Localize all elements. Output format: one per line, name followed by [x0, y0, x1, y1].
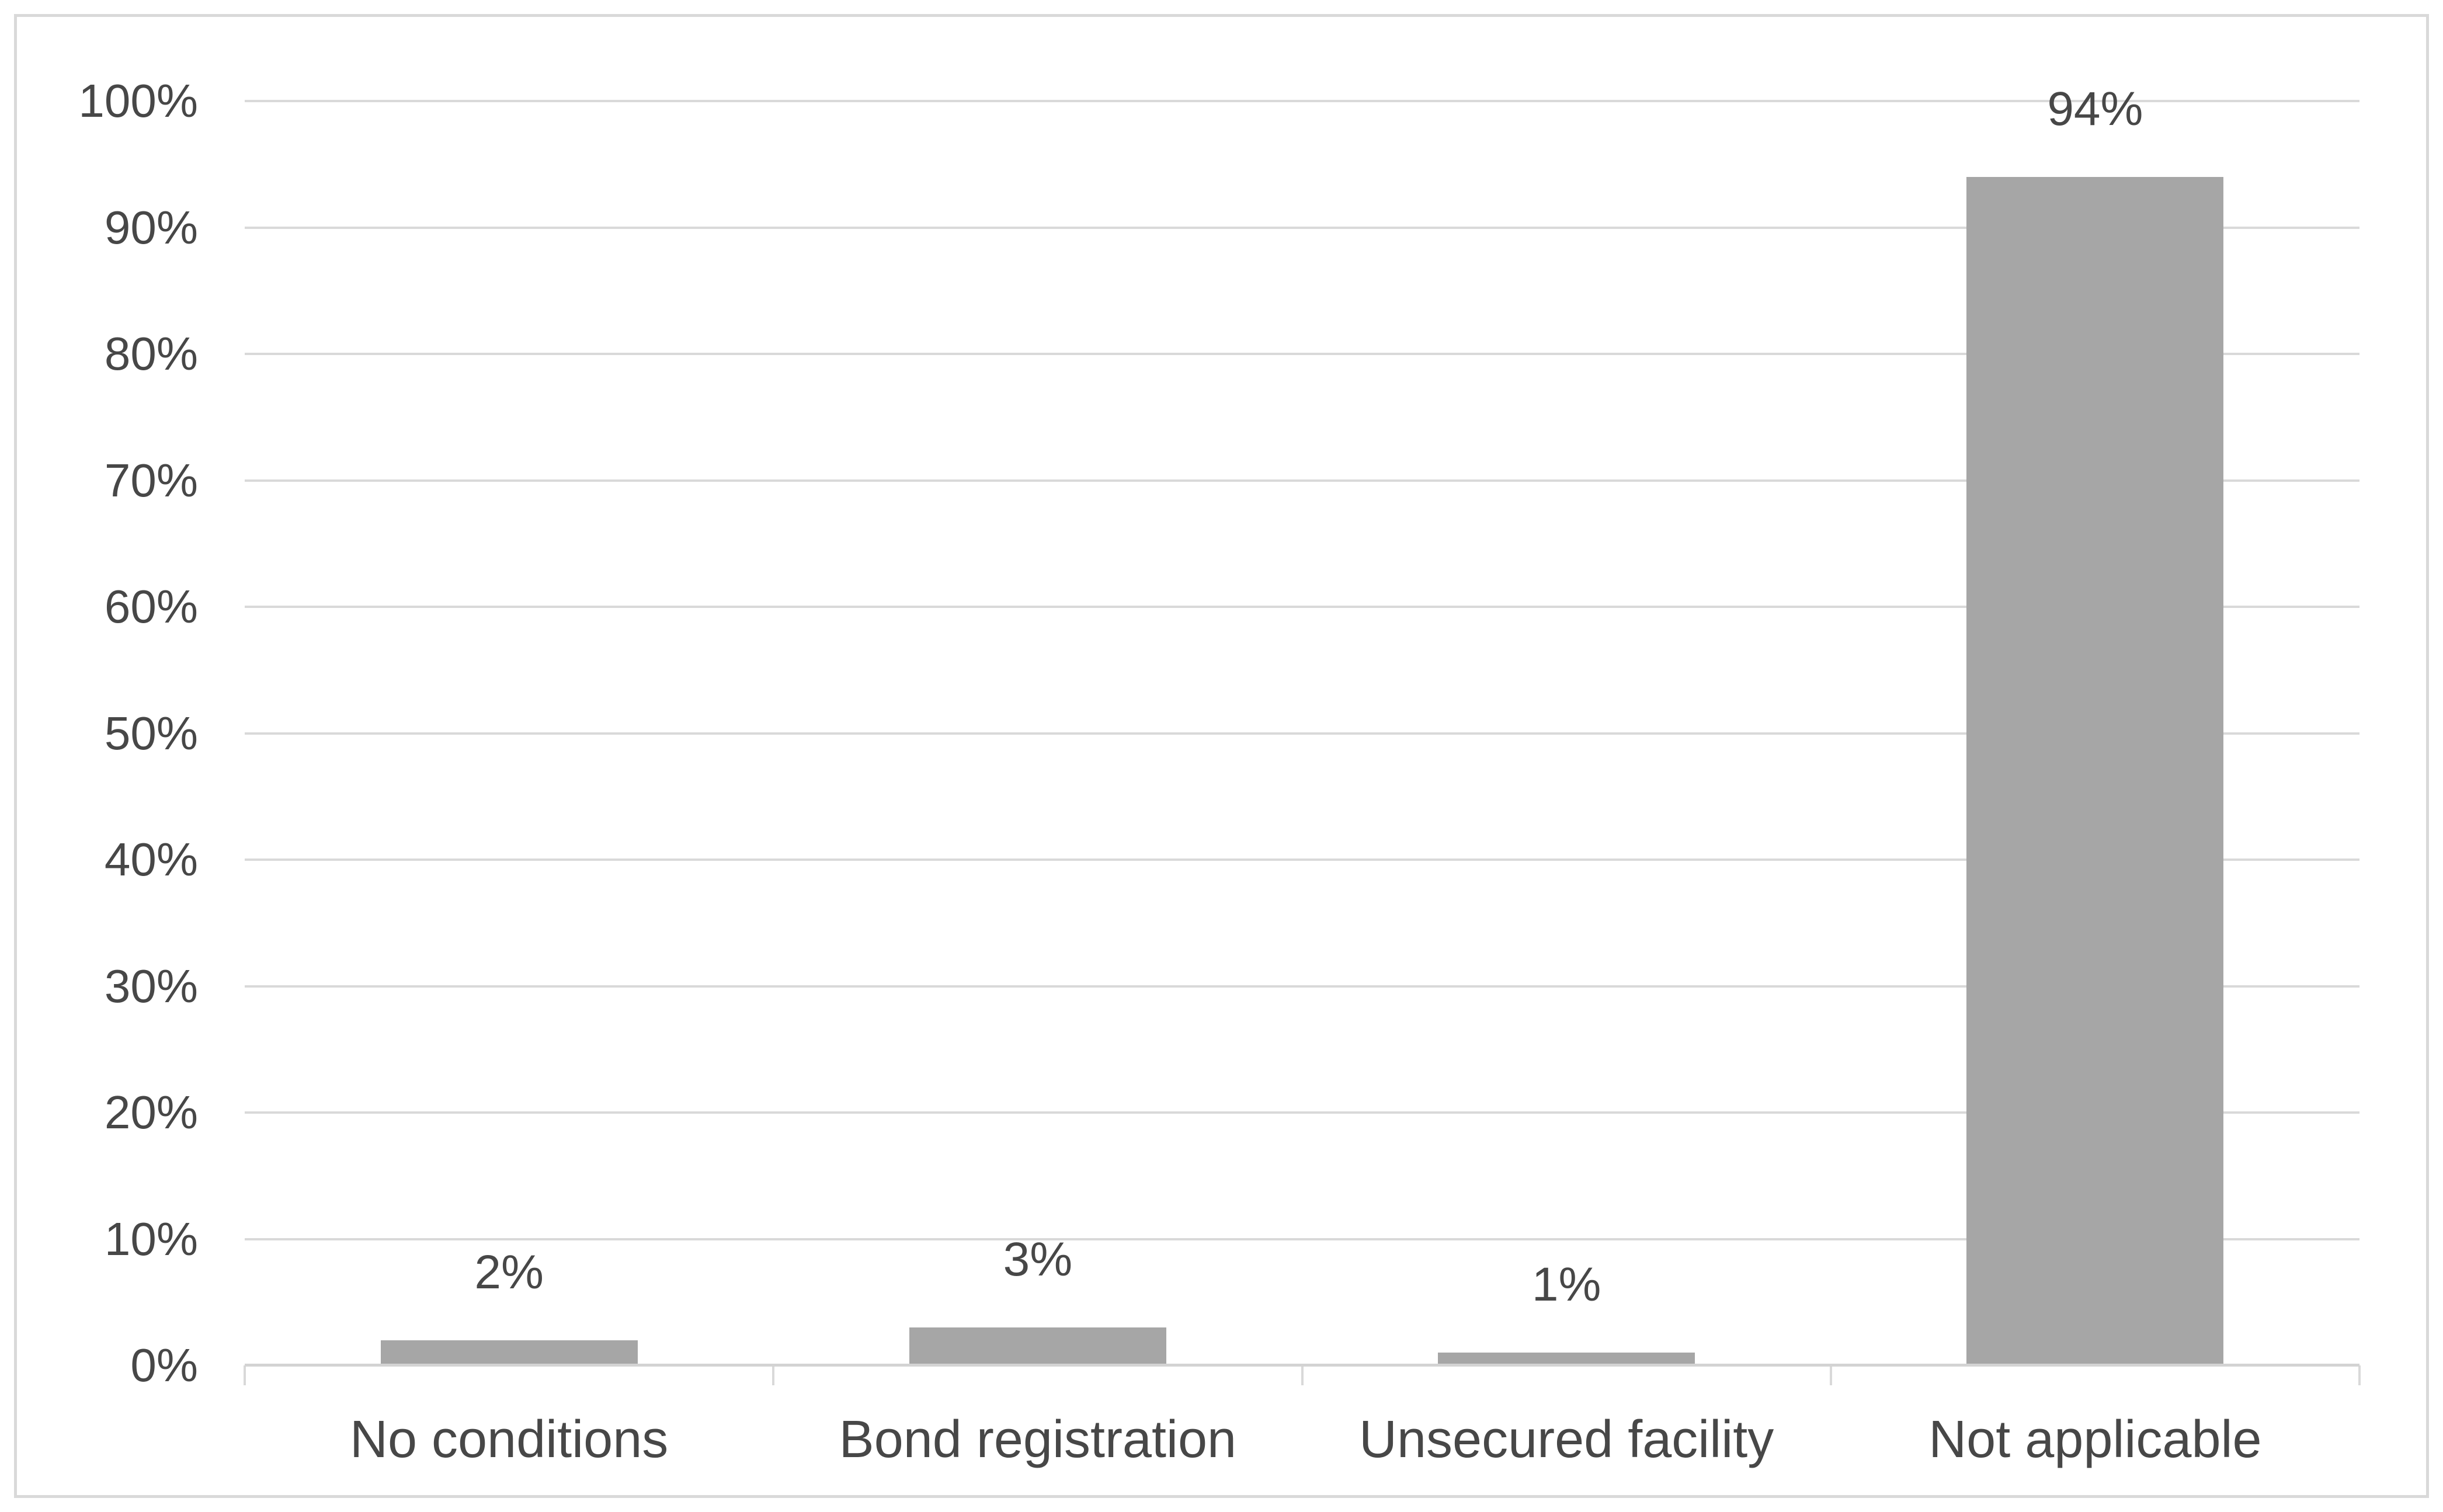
bar-unsecured-facility: [1438, 1353, 1695, 1365]
y-tick-label-100: 100%: [78, 75, 198, 127]
y-tick-label-20: 20%: [104, 1086, 198, 1138]
bar-bond-registration: [909, 1327, 1166, 1365]
gridline-10: [245, 1238, 2359, 1240]
data-label-not-applicable: 94%: [2047, 82, 2143, 135]
x-axis-tick-1: [772, 1365, 775, 1385]
y-tick-label-70: 70%: [104, 454, 198, 506]
gridline-70: [245, 479, 2359, 482]
y-tick-label-40: 40%: [104, 833, 198, 885]
gridline-90: [245, 226, 2359, 229]
category-label-bond-registration: Bond registration: [839, 1410, 1237, 1469]
gridline-80: [245, 353, 2359, 355]
bar-not-applicable: [1966, 176, 2224, 1365]
y-tick-label-0: 0%: [130, 1339, 198, 1391]
y-tick-label-60: 60%: [104, 581, 198, 632]
y-tick-label-50: 50%: [104, 707, 198, 759]
data-label-unsecured-facility: 1%: [1531, 1258, 1601, 1312]
chart-border: 0% 10% 20% 30% 40% 50% 60% 70% 80% 90% 100% 2% 3% 1%…: [14, 14, 2429, 1498]
gridline-40: [245, 858, 2359, 861]
x-axis-tick-3: [1829, 1365, 1832, 1385]
x-axis-tick-0: [244, 1365, 246, 1385]
y-tick-label-90: 90%: [104, 201, 198, 253]
category-label-no-conditions: No conditions: [349, 1410, 669, 1469]
x-axis-tick-2: [1301, 1365, 1304, 1385]
x-axis-line: [245, 1364, 2359, 1367]
y-tick-label-10: 10%: [104, 1212, 198, 1265]
plot-area: 0% 10% 20% 30% 40% 50% 60% 70% 80% 90% 100% 2% 3% 1%…: [78, 75, 2361, 1469]
gridline-30: [245, 985, 2359, 988]
gridline-60: [245, 606, 2359, 608]
data-label-bond-registration: 3%: [1003, 1233, 1073, 1287]
y-tick-label-80: 80%: [104, 328, 198, 380]
data-label-no-conditions: 2%: [474, 1245, 544, 1299]
gridline-50: [245, 732, 2359, 735]
y-tick-label-30: 30%: [104, 960, 198, 1012]
bar-no-conditions: [380, 1340, 638, 1365]
x-axis-tick-4: [2358, 1365, 2361, 1385]
category-label-unsecured-facility: Unsecured facility: [1358, 1410, 1774, 1469]
gridline-100: [245, 100, 2359, 102]
gridline-20: [245, 1111, 2359, 1114]
category-label-not-applicable: Not applicable: [1928, 1410, 2262, 1469]
